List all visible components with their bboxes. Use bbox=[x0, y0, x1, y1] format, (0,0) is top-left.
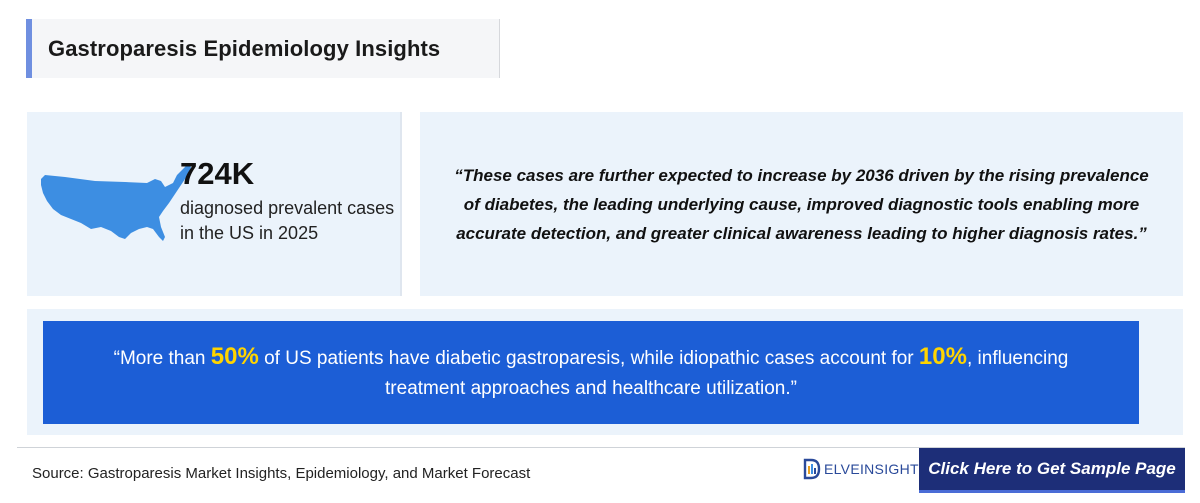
highlight-value-10: 10% bbox=[918, 342, 967, 370]
logo-d-icon bbox=[803, 458, 821, 480]
highlight-part-3: , influencing treatment approaches and h… bbox=[385, 347, 1069, 399]
footer-divider bbox=[17, 447, 1185, 448]
get-sample-page-button[interactable]: Click Here to Get Sample Page bbox=[919, 448, 1185, 493]
stat-card: 724K diagnosed prevalent cases in the US… bbox=[27, 112, 402, 296]
us-map-icon bbox=[41, 165, 191, 241]
highlight-band: “More than 50% of US patients have diabe… bbox=[43, 321, 1139, 424]
highlight-band-container: “More than 50% of US patients have diabe… bbox=[27, 309, 1183, 435]
highlight-part-1: “More than bbox=[113, 347, 211, 369]
stat-value: 724K bbox=[180, 156, 255, 191]
page-title: Gastroparesis Epidemiology Insights bbox=[48, 35, 441, 61]
title-bar: Gastroparesis Epidemiology Insights bbox=[26, 19, 500, 78]
highlight-value-50: 50% bbox=[210, 342, 259, 370]
highlight-text: “More than 50% of US patients have diabe… bbox=[73, 342, 1109, 404]
quote-card: “These cases are further expected to inc… bbox=[420, 112, 1183, 296]
quote-text: “These cases are further expected to inc… bbox=[454, 165, 1149, 243]
delveinsight-logo[interactable]: ELVEINSIGHT bbox=[803, 457, 919, 481]
source-text: Source: Gastroparesis Market Insights, E… bbox=[32, 465, 531, 482]
highlight-part-2: of US patients have diabetic gastropares… bbox=[258, 347, 919, 369]
stat-description: diagnosed prevalent cases in the US in 2… bbox=[180, 198, 395, 243]
logo-text: ELVEINSIGHT bbox=[824, 461, 919, 477]
